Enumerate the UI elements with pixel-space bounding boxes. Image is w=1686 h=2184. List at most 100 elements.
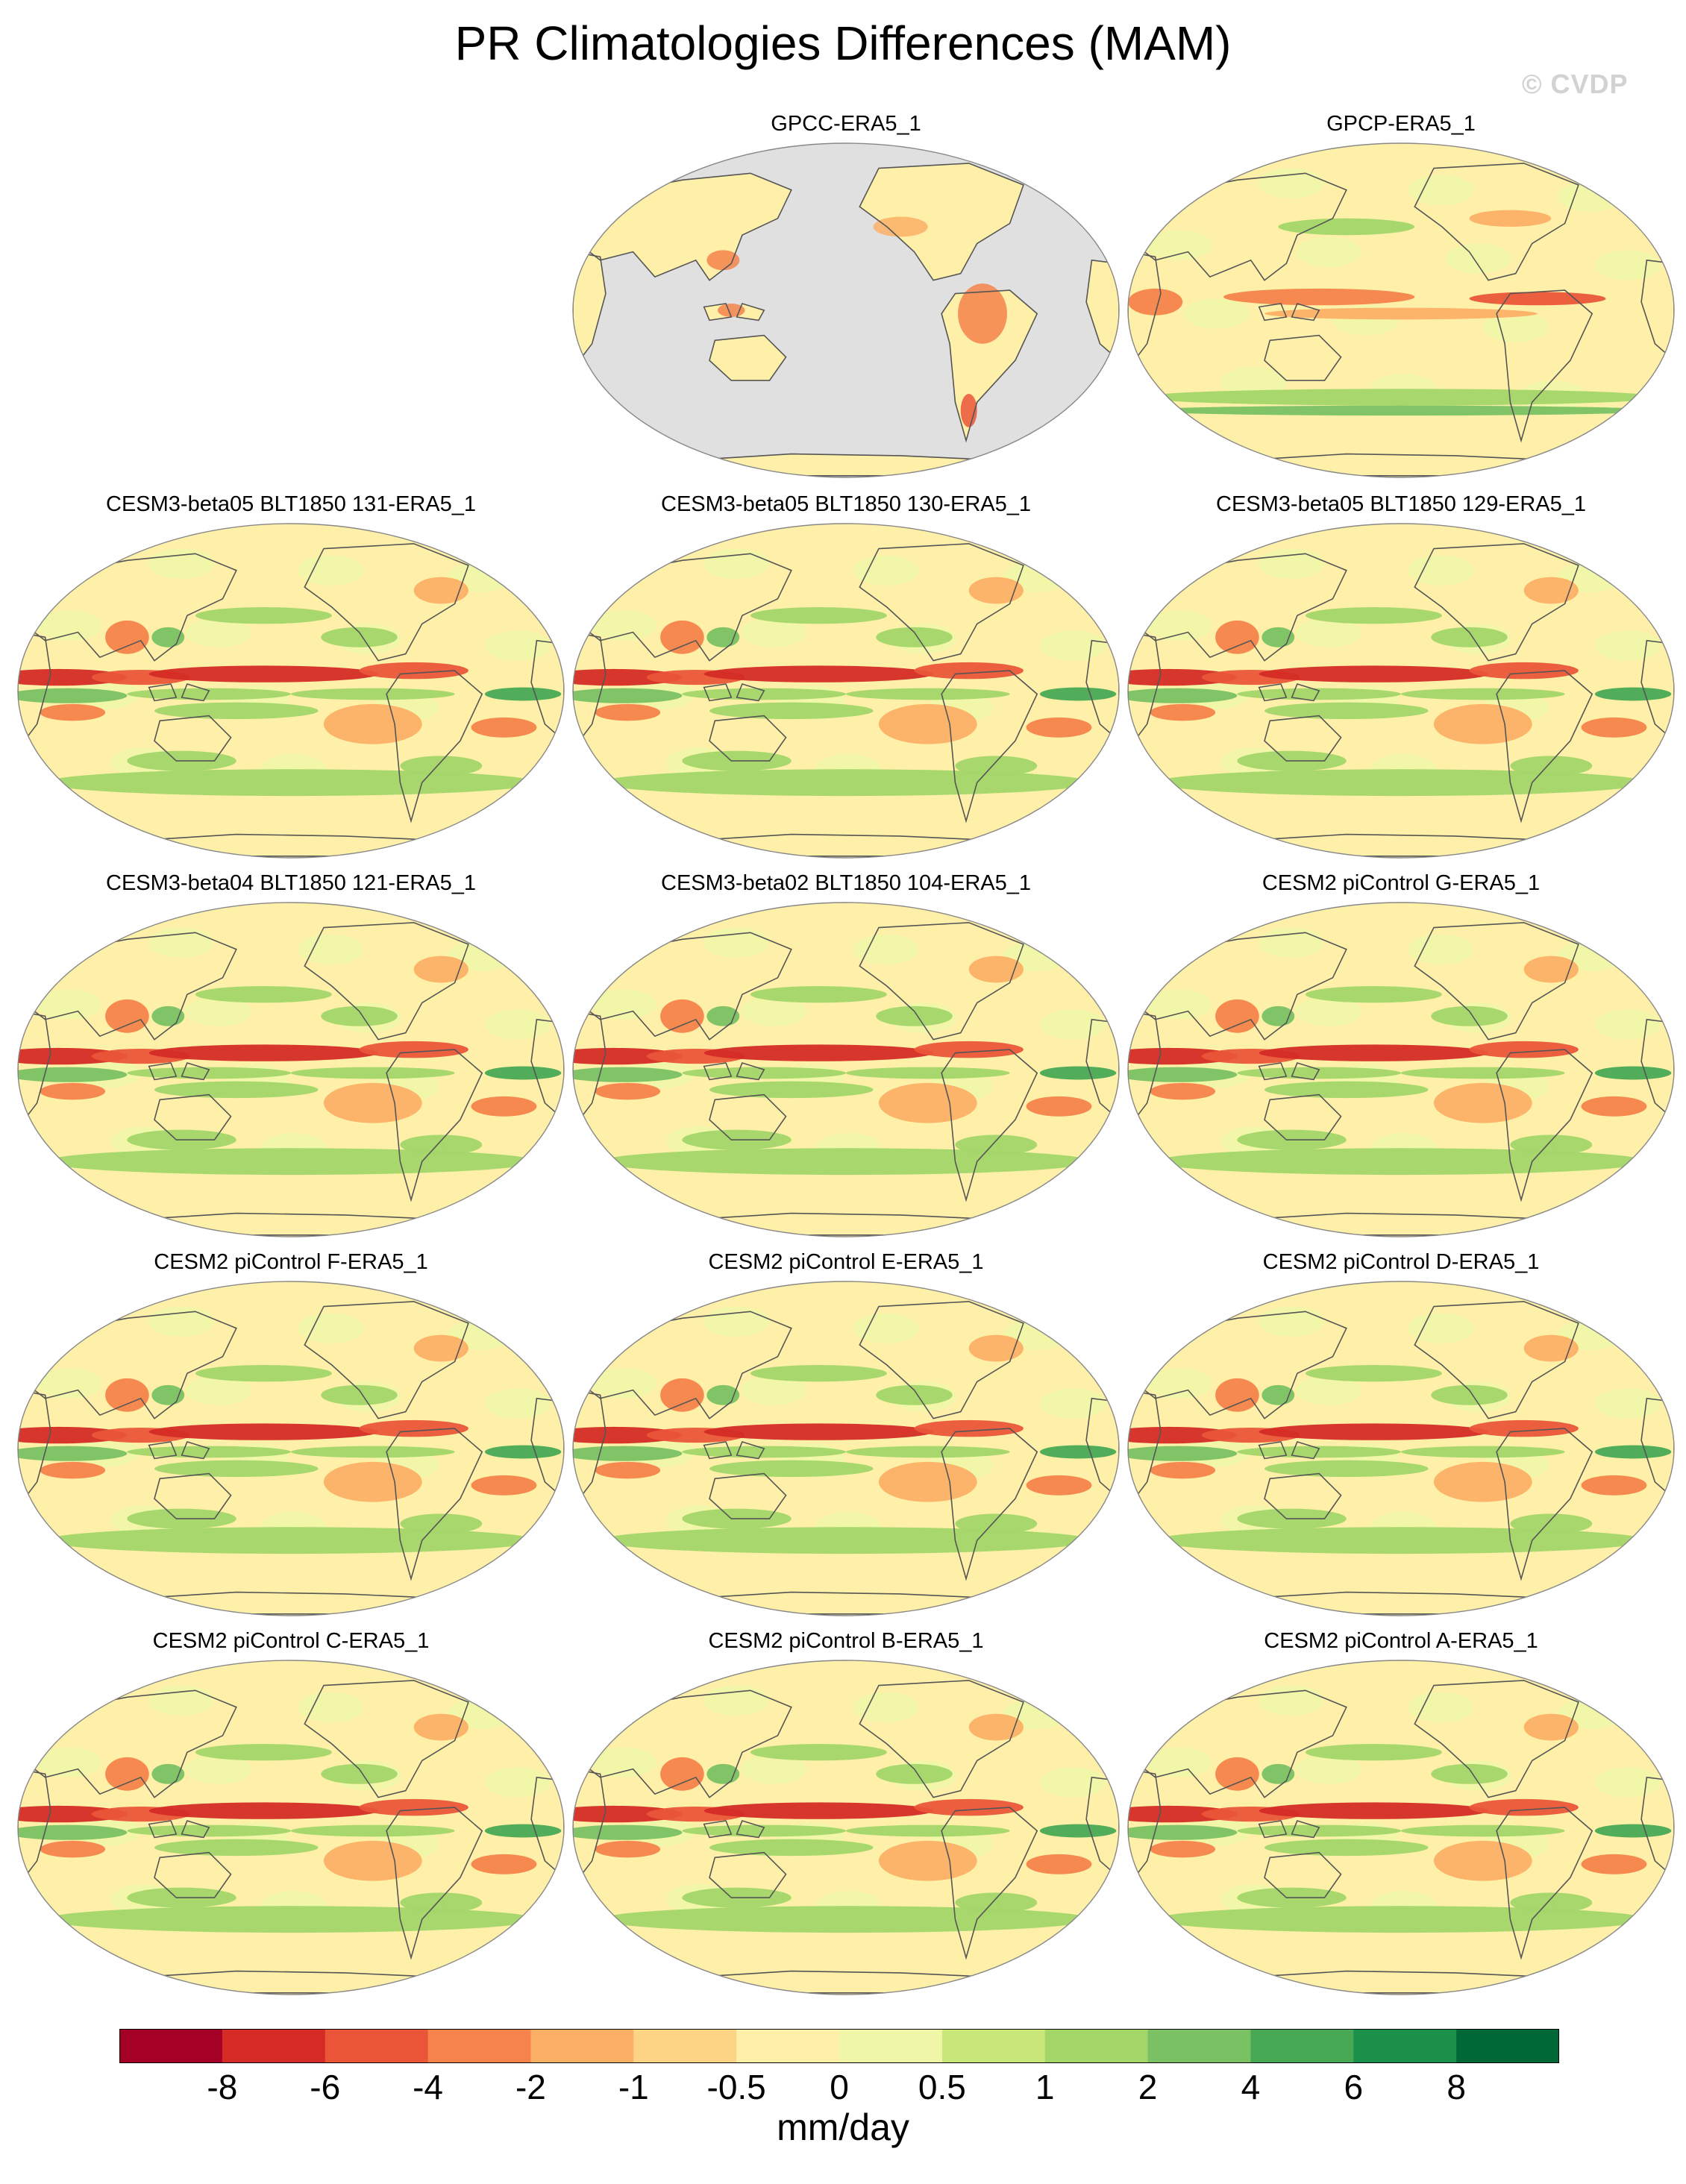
coastline xyxy=(22,1689,237,1798)
anomaly-region xyxy=(1040,1388,1106,1419)
anomaly-region xyxy=(400,1135,483,1155)
anomaly-region xyxy=(1510,1513,1593,1534)
coastline xyxy=(573,631,607,751)
anomaly-region xyxy=(321,1763,398,1784)
map-globe xyxy=(17,1281,565,1616)
anomaly-region xyxy=(955,1135,1038,1155)
coastline xyxy=(1569,910,1620,941)
coastline xyxy=(1496,1049,1593,1202)
anomaly-region xyxy=(595,703,661,721)
anomaly-region xyxy=(878,1461,977,1502)
coastline xyxy=(1291,683,1320,702)
coastline xyxy=(22,553,237,662)
anomaly-region xyxy=(1408,1313,1474,1343)
anomaly-region xyxy=(1296,1754,1361,1784)
anomaly-region xyxy=(186,996,251,1026)
anomaly-region xyxy=(1155,1527,1647,1554)
anomaly-region xyxy=(682,1824,846,1837)
coastline xyxy=(573,1768,607,1888)
map-panel: CESM2 piControl E-ERA5_1 xyxy=(568,1249,1124,1622)
anomaly-region xyxy=(1258,1306,1324,1337)
anomaly-region xyxy=(741,1754,806,1784)
coastline xyxy=(577,1311,792,1419)
anomaly-region xyxy=(1146,1368,1212,1399)
anomaly-region xyxy=(573,1426,683,1444)
anomaly-region xyxy=(148,548,214,579)
coastline xyxy=(1291,1820,1320,1839)
coastline xyxy=(148,683,178,702)
anomaly-region xyxy=(400,1513,483,1534)
anomaly-region xyxy=(706,1384,740,1405)
anomaly-region xyxy=(1237,688,1401,700)
anomaly-region xyxy=(148,665,379,682)
map-globe xyxy=(572,902,1120,1237)
anomaly-region xyxy=(151,1005,185,1026)
anomaly-region xyxy=(1026,1854,1092,1874)
coastline xyxy=(577,1689,792,1798)
anomaly-region xyxy=(400,1892,483,1913)
anomaly-region xyxy=(36,610,102,641)
coastline xyxy=(1128,1389,1162,1509)
anomaly-region xyxy=(1469,292,1606,306)
anomaly-region xyxy=(1595,1388,1661,1419)
anomaly-region xyxy=(1594,1445,1672,1459)
coastline xyxy=(304,543,469,662)
colorbar-tick-label: 1 xyxy=(1035,2068,1055,2106)
anomaly-region xyxy=(1401,1446,1565,1458)
colorbar-tick-label: 2 xyxy=(1138,2068,1158,2106)
anomaly-region xyxy=(573,1299,620,1330)
coastline xyxy=(703,1820,733,1839)
anomaly-region xyxy=(709,1460,874,1478)
anomaly-region xyxy=(1401,1067,1565,1079)
globe-outline xyxy=(17,523,565,859)
anomaly-region xyxy=(1150,703,1216,721)
map-globe xyxy=(17,902,565,1237)
anomaly-region xyxy=(1215,1757,1259,1791)
anomaly-region xyxy=(195,607,332,624)
anomaly-region xyxy=(127,1824,291,1837)
anomaly-region xyxy=(703,1306,769,1337)
anomaly-region xyxy=(846,1446,1010,1458)
colorbar-tick-label: -6 xyxy=(310,2068,341,2106)
anomaly-region xyxy=(1401,1824,1565,1837)
anomaly-region xyxy=(1262,1763,1295,1784)
coastline xyxy=(181,683,210,702)
anomaly-region xyxy=(154,702,319,720)
panel-title: CESM2 piControl B-ERA5_1 xyxy=(708,1629,984,1653)
anomaly-region xyxy=(148,1044,379,1061)
anomaly-region xyxy=(1141,389,1661,406)
panel-title: CESM2 piControl G-ERA5_1 xyxy=(1262,871,1541,895)
anomaly-region xyxy=(1039,1066,1117,1080)
coastline xyxy=(709,715,787,762)
coastline xyxy=(736,1441,765,1460)
anomaly-region xyxy=(1223,288,1415,306)
anomaly-region xyxy=(484,1824,562,1838)
anomaly-region xyxy=(573,1678,620,1709)
anomaly-region xyxy=(1523,1334,1579,1362)
anomaly-region xyxy=(1128,688,1238,703)
anomaly-region xyxy=(1523,1713,1579,1741)
colorbar-box xyxy=(427,2029,531,2063)
anomaly-region xyxy=(573,1047,683,1065)
colorbar-box xyxy=(119,2029,223,2063)
coastline xyxy=(573,1389,607,1509)
coastline xyxy=(859,922,1024,1041)
anomaly-region xyxy=(1128,668,1238,686)
coastline xyxy=(18,1010,51,1130)
anomaly-region xyxy=(127,688,291,700)
anomaly-region xyxy=(968,1334,1024,1362)
anomaly-region xyxy=(1146,989,1212,1020)
anomaly-region xyxy=(413,956,468,983)
anomaly-region xyxy=(186,1375,251,1405)
coastline xyxy=(736,303,765,321)
anomaly-region xyxy=(18,1299,65,1330)
anomaly-region xyxy=(1264,307,1538,320)
panel-title: CESM3-beta05 BLT1850 131-ERA5_1 xyxy=(106,492,476,516)
anomaly-region xyxy=(1128,920,1175,951)
anomaly-region xyxy=(1040,1009,1106,1040)
coastline xyxy=(1291,303,1320,321)
anomaly-region xyxy=(1510,1135,1593,1155)
anomaly-region xyxy=(750,986,887,1003)
colorbar-box xyxy=(1456,2029,1559,2063)
anomaly-region xyxy=(706,250,740,271)
